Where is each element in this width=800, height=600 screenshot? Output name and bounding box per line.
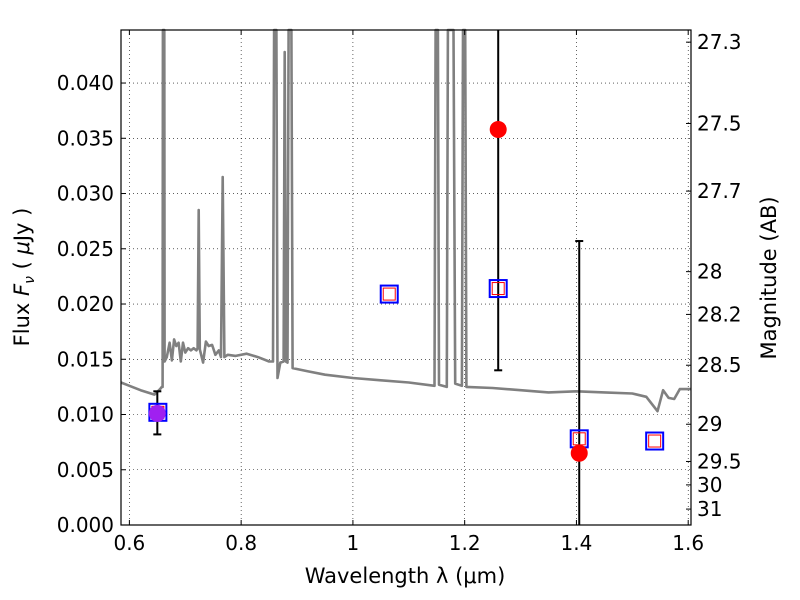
model-photometry-square-inner: [648, 434, 662, 448]
model-photometry-square-inner: [491, 282, 505, 296]
y2-tick-label: 27.5: [697, 111, 742, 135]
x-tick-label: 1: [347, 531, 360, 555]
observed-point: [489, 120, 507, 138]
x-axis-title: Wavelength λ (μm): [305, 564, 506, 588]
x-tick-label: 0.6: [113, 531, 145, 555]
y-tick-label: 0.000: [57, 513, 114, 537]
y-tick-label: 0.035: [57, 126, 114, 150]
model-photometry-square: [645, 431, 665, 451]
y-axis-title: Flux Fν ( μJy ): [10, 208, 38, 347]
plot-frame: [120, 29, 692, 526]
y2-tick-label: 27.7: [697, 179, 742, 203]
y-tick-label: 0.030: [57, 182, 114, 206]
y-tick-label: 0.025: [57, 237, 114, 261]
model-photometry-square: [488, 279, 508, 299]
observed-points: [148, 120, 588, 462]
y2-tick-label: 28.2: [697, 302, 742, 326]
x-tick-label: 1.2: [449, 531, 481, 555]
y-tick-label: 0.005: [57, 458, 114, 482]
error-bars: [153, 30, 584, 525]
y-tick-label: 0.020: [57, 292, 114, 316]
y2-tick-label: 29.5: [697, 449, 742, 473]
y2-tick-label: 31: [697, 497, 722, 521]
model-photometry-markers: [148, 279, 665, 451]
x-tick-label: 1.6: [672, 531, 704, 555]
grid-lines: [121, 30, 691, 526]
observed-point: [570, 444, 588, 462]
x-tick-label: 1.4: [561, 531, 593, 555]
model-spectrum-line: [120, 28, 691, 413]
y2-tick-label: 29: [697, 412, 722, 436]
y2-tick-label: 30: [697, 473, 722, 497]
y2-tick-label: 28: [697, 260, 722, 284]
model-spectrum: [120, 28, 691, 413]
y2-tick-label: 28.5: [697, 353, 742, 377]
y-tick-label: 0.010: [57, 403, 114, 427]
y2-axis-title: Magnitude (AB): [757, 196, 781, 359]
y-tick-label: 0.040: [57, 71, 114, 95]
y2-tick-label: 27.3: [697, 30, 742, 54]
y-tick-label: 0.015: [57, 347, 114, 371]
model-photometry-square-inner: [382, 287, 396, 301]
svg-text:Flux Fν ( μJy ): Flux Fν ( μJy ): [10, 208, 38, 347]
axis-ticks: 0.6 0.8 1 1.2 1.4 1.6 0.000 0.005 0.010 0.015 0.02…: [57, 30, 742, 555]
observed-point: [148, 404, 166, 422]
x-tick-label: 0.8: [225, 531, 257, 555]
model-photometry-square: [379, 284, 399, 304]
